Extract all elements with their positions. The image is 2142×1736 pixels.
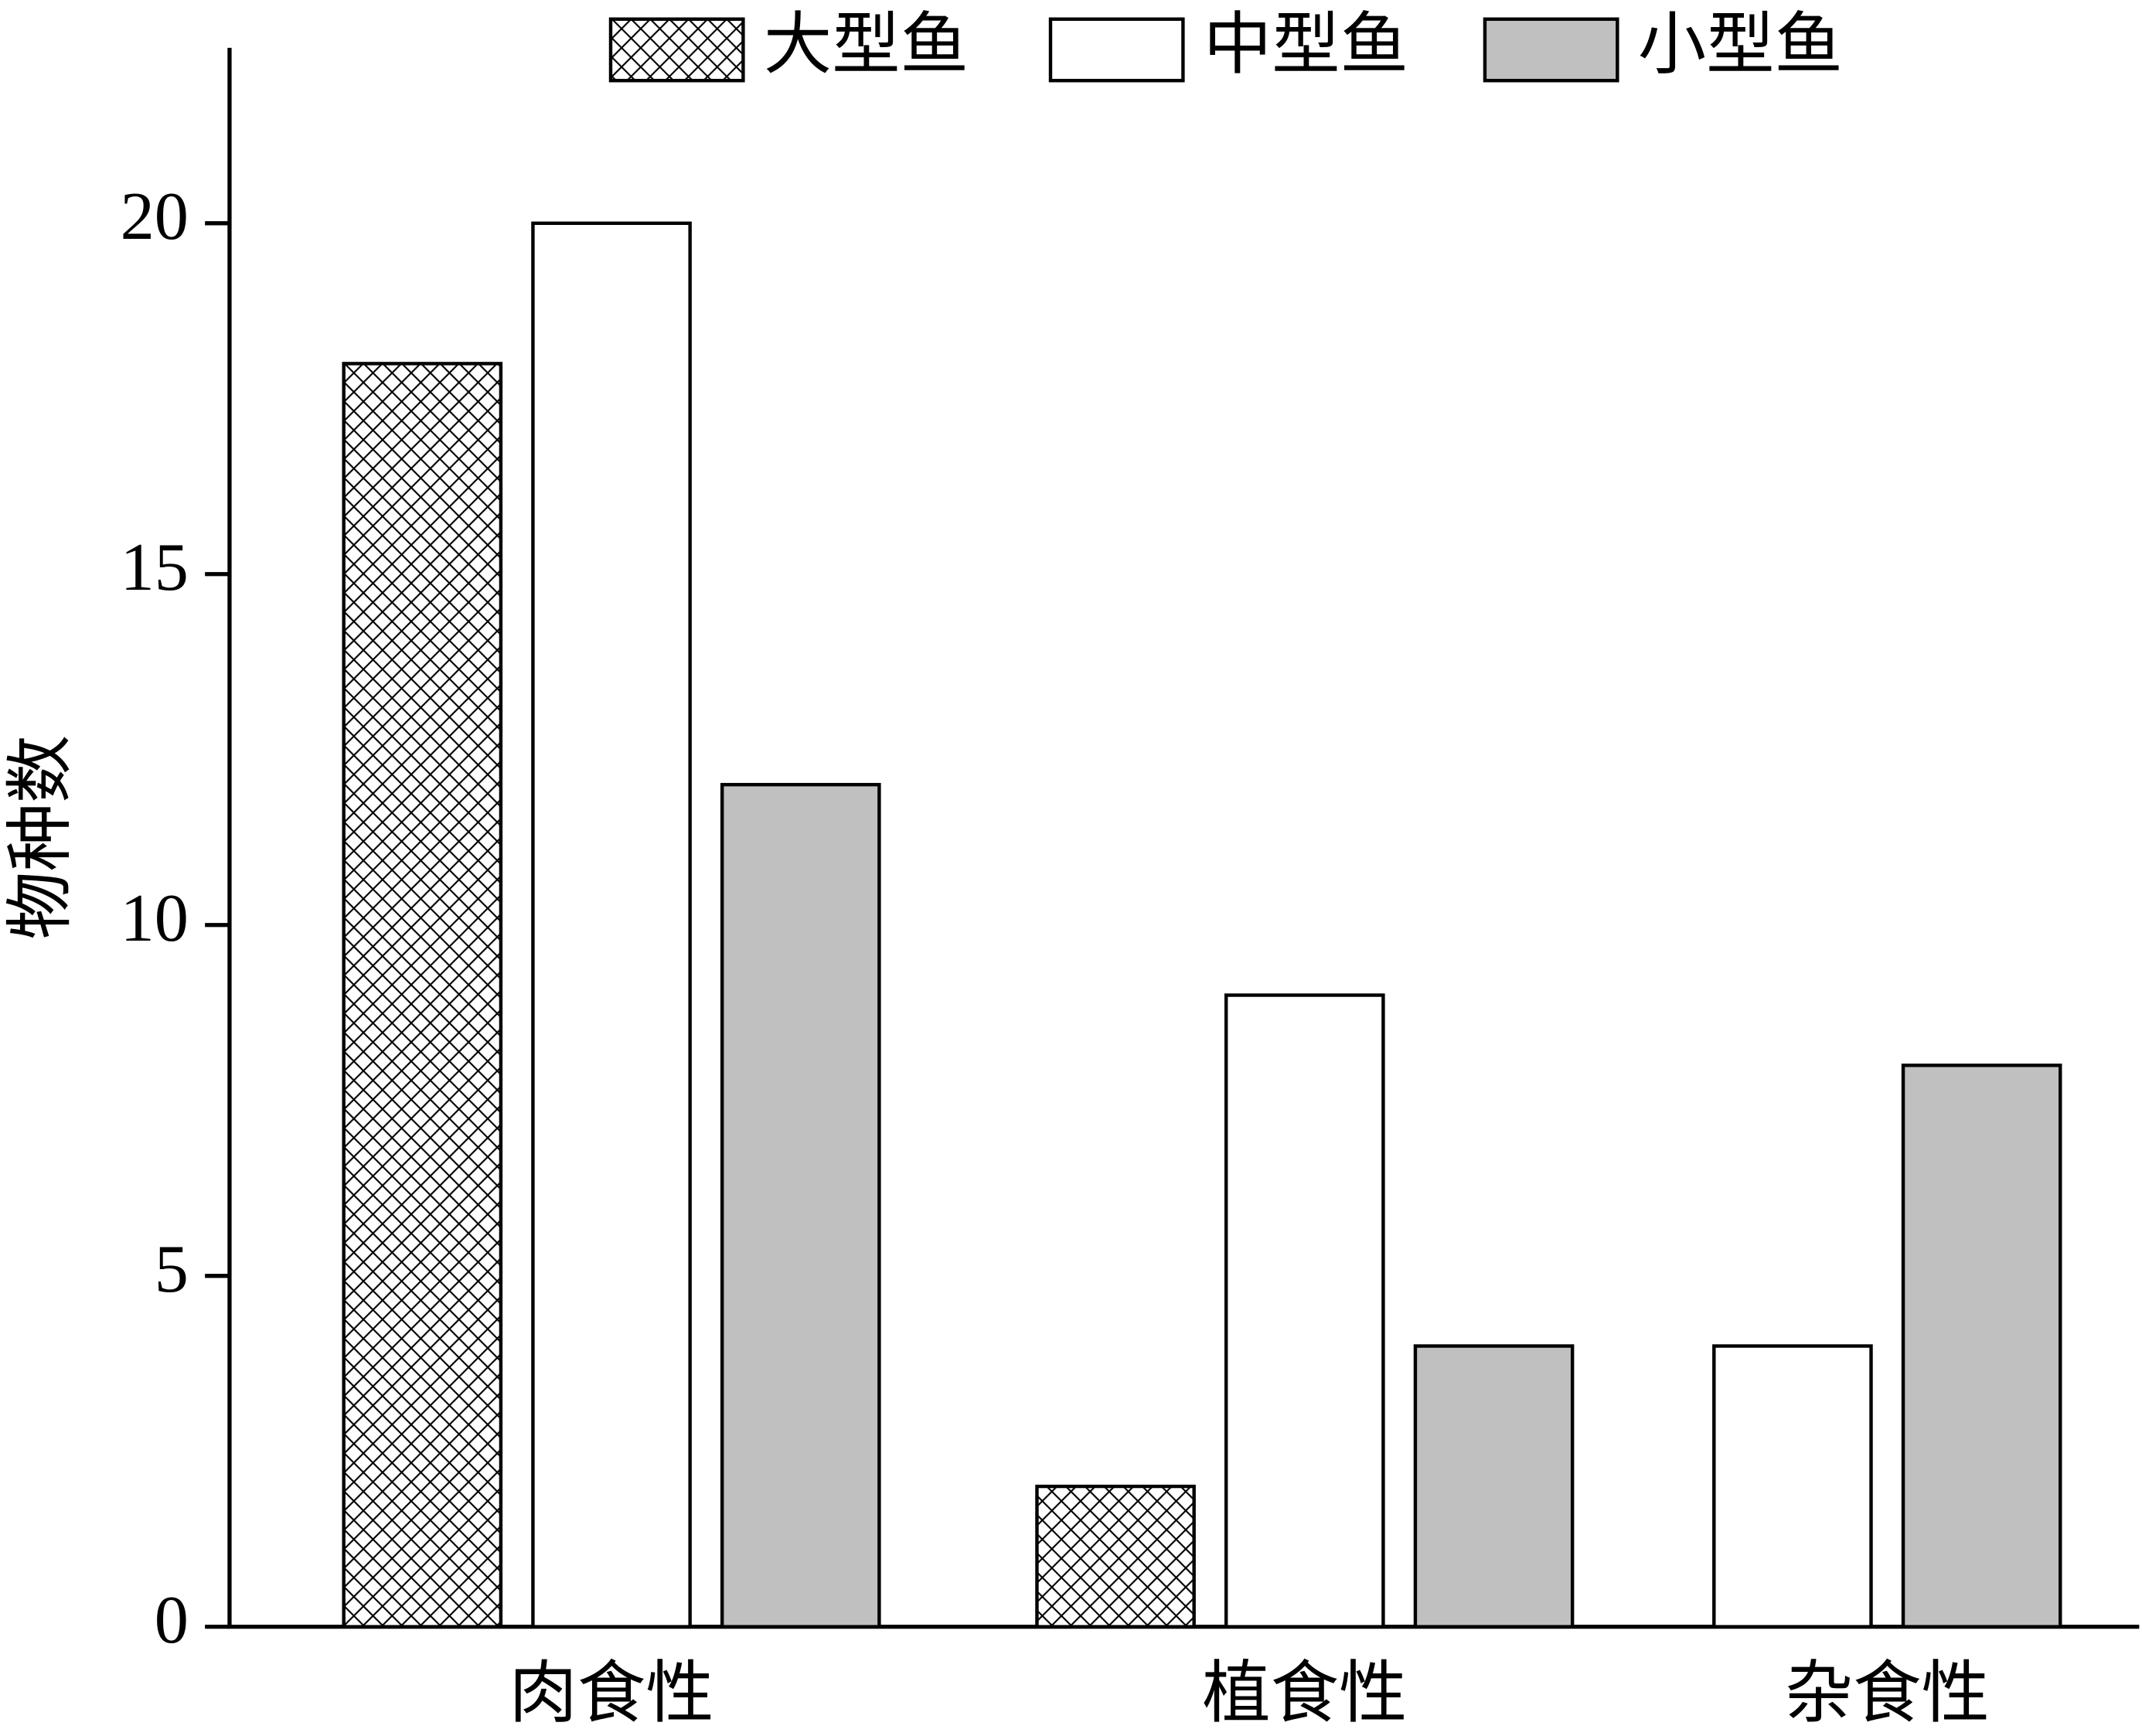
bar [531,221,692,1629]
legend-label: 大型鱼 [764,7,969,83]
bar [1035,1484,1196,1629]
legend-swatch [1048,17,1185,83]
y-tick-label: 15 [121,529,189,605]
legend-label: 中型鱼 [1204,7,1408,83]
x-tick-label: 植食性 [1202,1656,1407,1731]
y-axis-label: 物种数 [3,735,79,940]
bar [1224,993,1385,1629]
legend-label: 小型鱼 [1638,7,1843,83]
bar [1712,1344,1873,1629]
y-tick-label: 0 [155,1582,189,1658]
y-tick-label: 5 [155,1231,189,1307]
x-tick-label: 肉食性 [509,1656,714,1731]
bar [1413,1344,1575,1629]
bar [1901,1064,2062,1629]
bar [342,362,503,1629]
y-tick-label: 10 [121,880,189,956]
x-tick-label: 杂食性 [1785,1656,1990,1731]
legend-swatch [608,17,745,83]
legend-swatch [1483,17,1619,83]
bar [720,782,881,1629]
y-tick-label: 20 [121,179,189,254]
